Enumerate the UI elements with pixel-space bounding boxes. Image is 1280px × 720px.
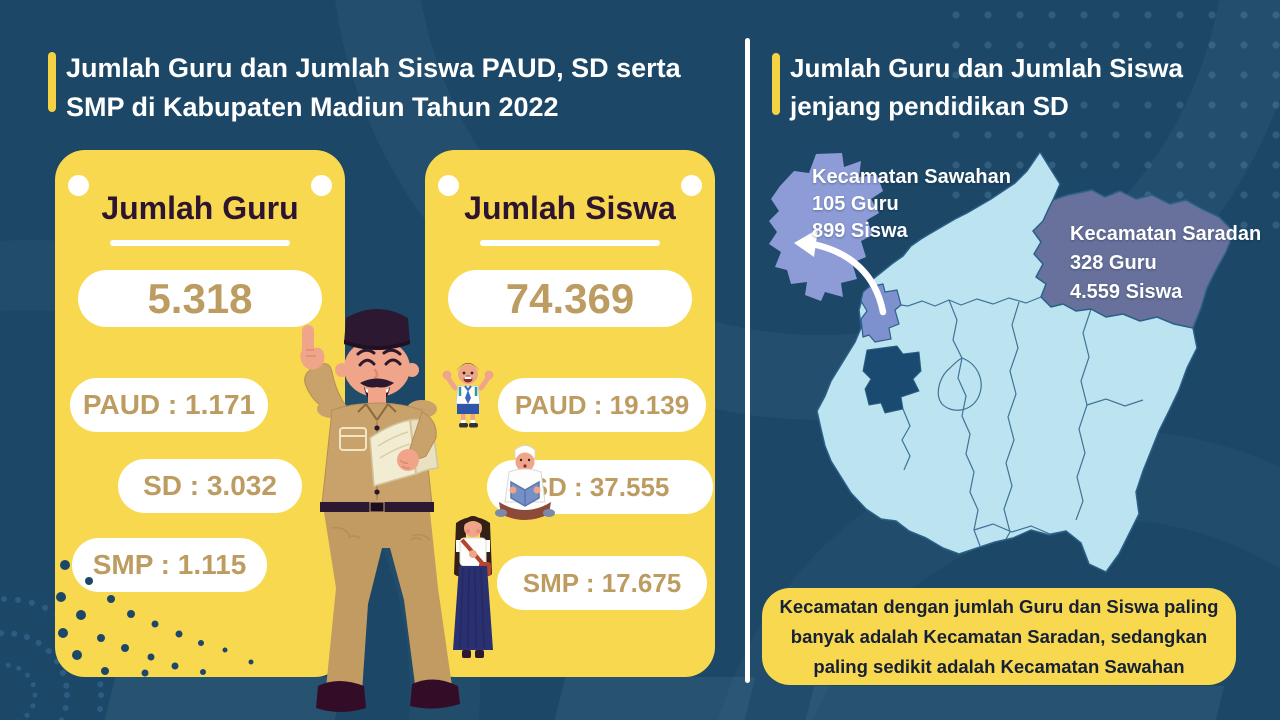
- floor-shadow: [805, 686, 1225, 720]
- stat-pill-paud-guru: PAUD : 1.171: [70, 378, 268, 432]
- teacher-illustration: [300, 309, 460, 712]
- saradan-name: Kecamatan Saradan: [1070, 223, 1262, 245]
- card-title-underline: [110, 240, 290, 246]
- stat-pill-paud-siswa: PAUD : 19.139: [498, 378, 706, 432]
- card-hole: [438, 175, 459, 196]
- stat-pill-smp-siswa: SMP : 17.675: [497, 556, 707, 610]
- map-district-borders: [900, 199, 1144, 547]
- dotted-circles-decoration: [0, 596, 104, 720]
- sawahan-guru: 105 Guru: [812, 193, 899, 215]
- stat-pill-sd-guru: SD : 3.032: [118, 459, 302, 513]
- map-section-title-line2: jenjang pendidikan SD: [790, 91, 1069, 121]
- title-accent-bar: [772, 53, 780, 115]
- stat-pill-smp-guru: SMP : 1.115: [72, 538, 267, 592]
- student-boy-reading-illustration: [495, 445, 555, 520]
- map-section-title: Jumlah Guru dan Jumlah Siswa jenjang pen…: [790, 49, 1183, 125]
- saradan-callout: Kecamatan Saradan 328 Guru 4.559 Siswa: [1070, 220, 1261, 307]
- map-region-sawahan-enlarged: [769, 153, 883, 301]
- card-hole: [68, 175, 89, 196]
- card-hole: [681, 175, 702, 196]
- panel-divider: [745, 38, 750, 683]
- card-title-underline: [480, 240, 660, 246]
- title-accent-bar: [48, 52, 56, 112]
- page-title: Jumlah Guru dan Jumlah Siswa PAUD, SD se…: [66, 49, 681, 127]
- note-line1: Kecamatan dengan jumlah Guru dan Siswa p…: [779, 595, 1219, 617]
- floor-shadow: [554, 677, 756, 720]
- saradan-siswa: 4.559 Siswa: [1070, 281, 1183, 303]
- siswa-total-value: 74.369: [448, 270, 692, 327]
- note-line2: banyak adalah Kecamatan Saradan, sedangk…: [790, 625, 1208, 647]
- note-line3: paling sedikit adalah Kecamatan Sawahan: [813, 655, 1185, 677]
- page-title-line2: SMP di Kabupaten Madiun Tahun 2022: [66, 92, 559, 122]
- curved-arrow-icon: [794, 229, 887, 316]
- map-region-kota-cutout: [862, 345, 922, 414]
- saradan-guru: 328 Guru: [1070, 252, 1157, 274]
- card-dots-decoration: [56, 560, 254, 677]
- madiun-map: [769, 151, 1235, 573]
- card-hole: [311, 175, 332, 196]
- siswa-card-title: Jumlah Siswa: [464, 190, 676, 226]
- guru-card: Jumlah Guru 5.318 PAUD : 1.171 SD : 3.03…: [55, 150, 345, 677]
- sawahan-siswa: 899 Siswa: [812, 220, 908, 242]
- student-boy-cheering-illustration: [442, 363, 494, 428]
- guru-card-title: Jumlah Guru: [101, 190, 299, 226]
- sawahan-callout: Kecamatan Sawahan 105 Guru 899 Siswa: [812, 164, 1011, 245]
- map-region-saradan: [1032, 189, 1235, 329]
- conclusion-note-box: Kecamatan dengan jumlah Guru dan Siswa p…: [762, 588, 1236, 685]
- student-girl-illustration: [453, 516, 493, 658]
- sawahan-name: Kecamatan Sawahan: [812, 166, 1011, 188]
- guru-total-value: 5.318: [78, 270, 322, 327]
- map-section-title-line1: Jumlah Guru dan Jumlah Siswa: [790, 53, 1183, 83]
- page-title-line1: Jumlah Guru dan Jumlah Siswa PAUD, SD se…: [66, 53, 681, 83]
